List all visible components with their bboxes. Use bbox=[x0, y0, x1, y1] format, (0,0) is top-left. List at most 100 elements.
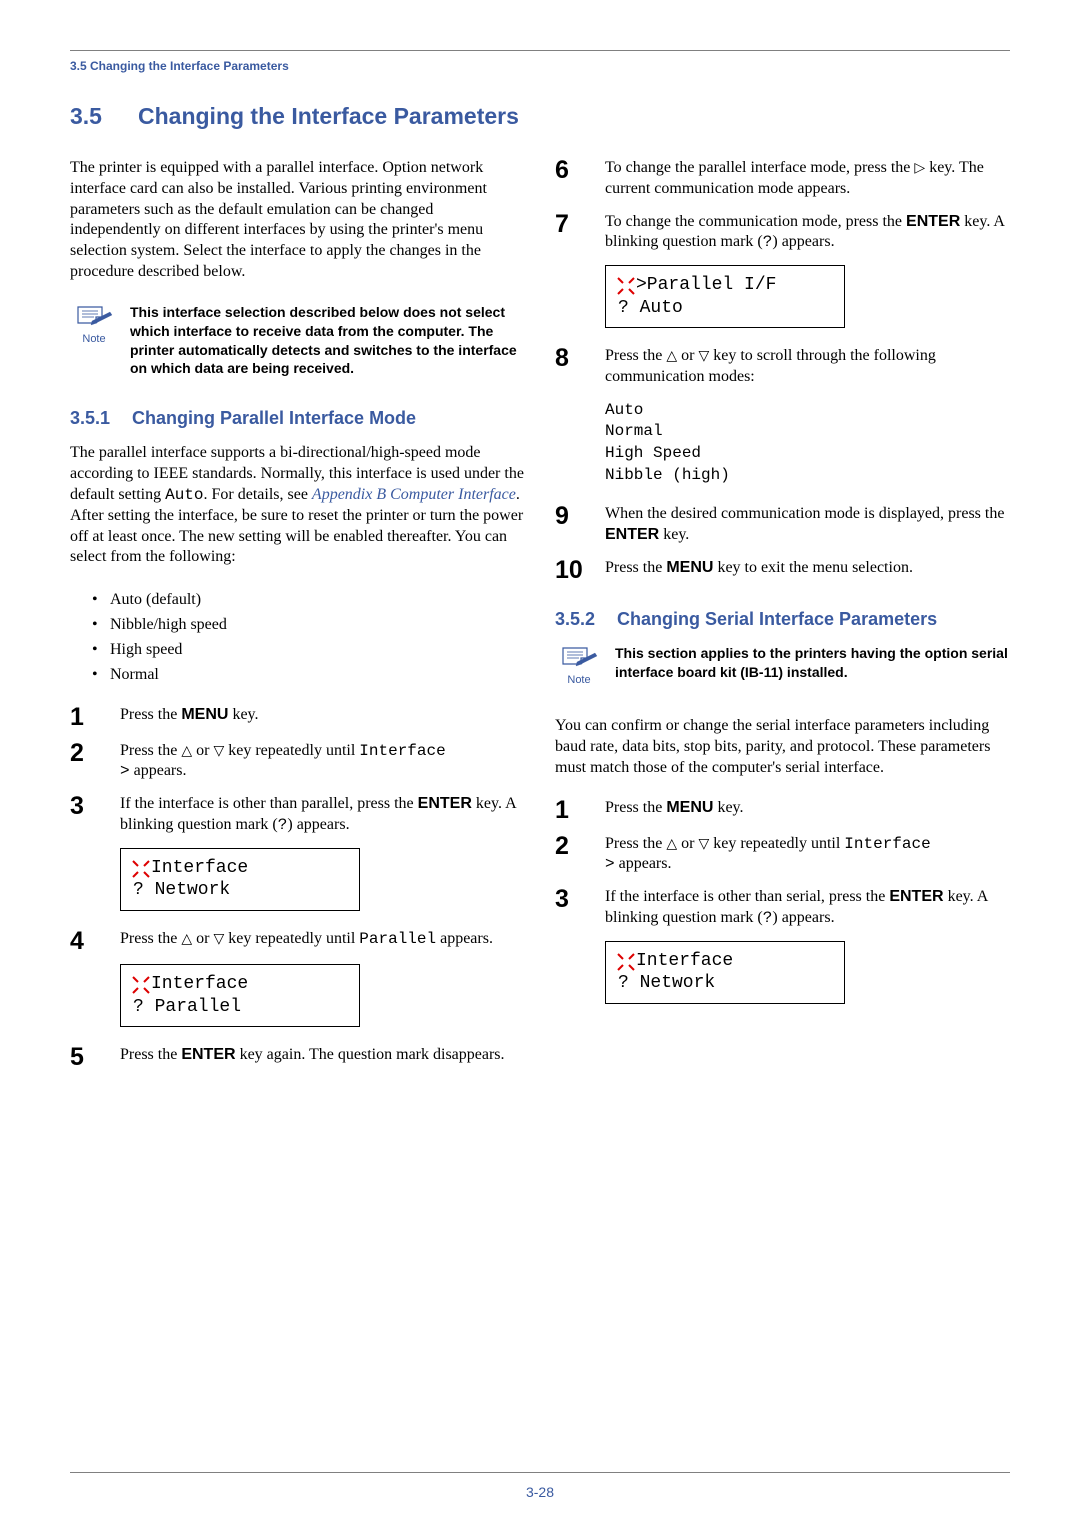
list-item: Nibble/high speed bbox=[92, 613, 525, 638]
mono-text: > bbox=[605, 855, 615, 873]
bullet-list: Auto (default) Nibble/high speed High sp… bbox=[92, 588, 525, 687]
step-num: 4 bbox=[70, 929, 102, 952]
mono-text: Parallel bbox=[359, 930, 436, 948]
step-body: To change the parallel interface mode, p… bbox=[605, 158, 1010, 200]
mode-item: Nibble (high) bbox=[605, 465, 1010, 487]
step-body: If the interface is other than parallel,… bbox=[120, 794, 525, 836]
step-num: 6 bbox=[555, 158, 587, 200]
text: ) appears. bbox=[287, 816, 349, 833]
step-4: 4 Press the △ or ▽ key repeatedly until … bbox=[70, 929, 525, 952]
text: key. bbox=[659, 526, 689, 543]
step-body: Press the △ or ▽ key repeatedly until In… bbox=[120, 741, 525, 783]
step-body: Press the MENU key. bbox=[120, 705, 525, 728]
step-num: 9 bbox=[555, 504, 587, 546]
display-line: Interface bbox=[133, 857, 347, 880]
right-column: 6 To change the parallel interface mode,… bbox=[555, 158, 1010, 1080]
step-num: 3 bbox=[70, 794, 102, 836]
step-1: 1 Press the MENU key. bbox=[70, 705, 525, 728]
note-icon: Note bbox=[555, 644, 603, 686]
text: key repeatedly until bbox=[224, 742, 359, 759]
step-5: 5 Press the ENTER key again. The questio… bbox=[70, 1045, 525, 1068]
up-triangle-icon: △ bbox=[181, 931, 192, 949]
display-box-4: Interface ? Network bbox=[605, 941, 845, 1004]
text: key. bbox=[713, 799, 743, 816]
text: appears. bbox=[615, 855, 672, 872]
step-num: 7 bbox=[555, 212, 587, 254]
list-item: Auto (default) bbox=[92, 588, 525, 613]
blink-icon bbox=[618, 278, 634, 294]
sub2-num: 3.5.2 bbox=[555, 609, 617, 630]
display-box-1: Interface ? Network bbox=[120, 848, 360, 911]
step-num: 5 bbox=[70, 1045, 102, 1068]
text: To change the parallel interface mode, p… bbox=[605, 159, 914, 176]
note-label: Note bbox=[555, 674, 603, 686]
text: Press the bbox=[120, 706, 181, 723]
text: appears. bbox=[130, 762, 187, 779]
sub-heading-1: 3.5.1Changing Parallel Interface Mode bbox=[70, 408, 525, 429]
sub2-para: You can confirm or change the serial int… bbox=[555, 716, 1010, 778]
text: Press the bbox=[120, 1046, 181, 1063]
note-block-2: Note This section applies to the printer… bbox=[555, 644, 1010, 686]
text: or bbox=[677, 835, 698, 852]
display-line: ? Auto bbox=[618, 297, 832, 320]
key-name: ENTER bbox=[418, 795, 472, 812]
right-triangle-icon: ▷ bbox=[914, 160, 925, 178]
sub2-title: Changing Serial Interface Parameters bbox=[617, 609, 937, 629]
down-triangle-icon: ▽ bbox=[213, 931, 224, 949]
step-body: Press the △ or ▽ key to scroll through t… bbox=[605, 346, 1010, 388]
display-line: ? Network bbox=[618, 972, 832, 995]
display-text: ? Parallel bbox=[133, 996, 241, 1019]
step-body: Press the MENU key to exit the menu sele… bbox=[605, 558, 1010, 581]
step-3: 3 If the interface is other than paralle… bbox=[70, 794, 525, 836]
list-item: High speed bbox=[92, 638, 525, 663]
text: key repeatedly until bbox=[224, 930, 359, 947]
breadcrumb: 3.5 Changing the Interface Parameters bbox=[70, 59, 1010, 73]
mono-text: Interface bbox=[844, 835, 930, 853]
down-triangle-icon: ▽ bbox=[213, 743, 224, 761]
step-num: 2 bbox=[555, 834, 587, 876]
step-2: 2 Press the △ or ▽ key repeatedly until … bbox=[70, 741, 525, 783]
up-triangle-icon: △ bbox=[666, 836, 677, 854]
display-text: Interface bbox=[636, 950, 733, 973]
text: key repeatedly until bbox=[709, 835, 844, 852]
blink-icon bbox=[133, 977, 149, 993]
note-icon: Note bbox=[70, 303, 118, 379]
blink-icon bbox=[133, 861, 149, 877]
mono-text: ? bbox=[763, 909, 773, 927]
mode-item: Auto bbox=[605, 400, 1010, 422]
text: or bbox=[677, 347, 698, 364]
text: If the interface is other than serial, p… bbox=[605, 888, 889, 905]
display-line: Interface bbox=[618, 950, 832, 973]
display-line: Interface bbox=[133, 973, 347, 996]
display-text: Interface bbox=[151, 857, 248, 880]
display-text: >Parallel I/F bbox=[636, 274, 776, 297]
mode-list: Auto Normal High Speed Nibble (high) bbox=[605, 400, 1010, 486]
mono-text: > bbox=[120, 762, 130, 780]
mono-text: Interface bbox=[359, 742, 445, 760]
note-text: This section applies to the printers hav… bbox=[615, 644, 1010, 686]
mono-text: ? bbox=[763, 233, 773, 251]
step-body: Press the △ or ▽ key repeatedly until In… bbox=[605, 834, 1010, 876]
step-body: Press the ENTER key again. The question … bbox=[120, 1045, 525, 1068]
display-text: Interface bbox=[151, 973, 248, 996]
text: Press the bbox=[605, 559, 666, 576]
mono-text: ? bbox=[278, 816, 288, 834]
key-name: ENTER bbox=[906, 213, 960, 230]
link-text[interactable]: Appendix B Computer Interface bbox=[312, 486, 516, 503]
step-num: 3 bbox=[555, 887, 587, 929]
step-num: 1 bbox=[70, 705, 102, 728]
text: If the interface is other than parallel,… bbox=[120, 795, 418, 812]
step-body: When the desired communication mode is d… bbox=[605, 504, 1010, 546]
text: Press the bbox=[120, 930, 181, 947]
note-block: Note This interface selection described … bbox=[70, 303, 525, 379]
display-line: ? Parallel bbox=[133, 996, 347, 1019]
step-body: Press the MENU key. bbox=[605, 798, 1010, 821]
step-body: To change the communication mode, press … bbox=[605, 212, 1010, 254]
main-heading: 3.5Changing the Interface Parameters bbox=[70, 103, 1010, 130]
text: When the desired communication mode is d… bbox=[605, 505, 1004, 522]
step-num: 2 bbox=[70, 741, 102, 783]
text: key again. The question mark disappears. bbox=[236, 1046, 505, 1063]
s2-step-2: 2 Press the △ or ▽ key repeatedly until … bbox=[555, 834, 1010, 876]
key-name: MENU bbox=[666, 559, 713, 576]
text: . For details, see bbox=[204, 486, 312, 503]
